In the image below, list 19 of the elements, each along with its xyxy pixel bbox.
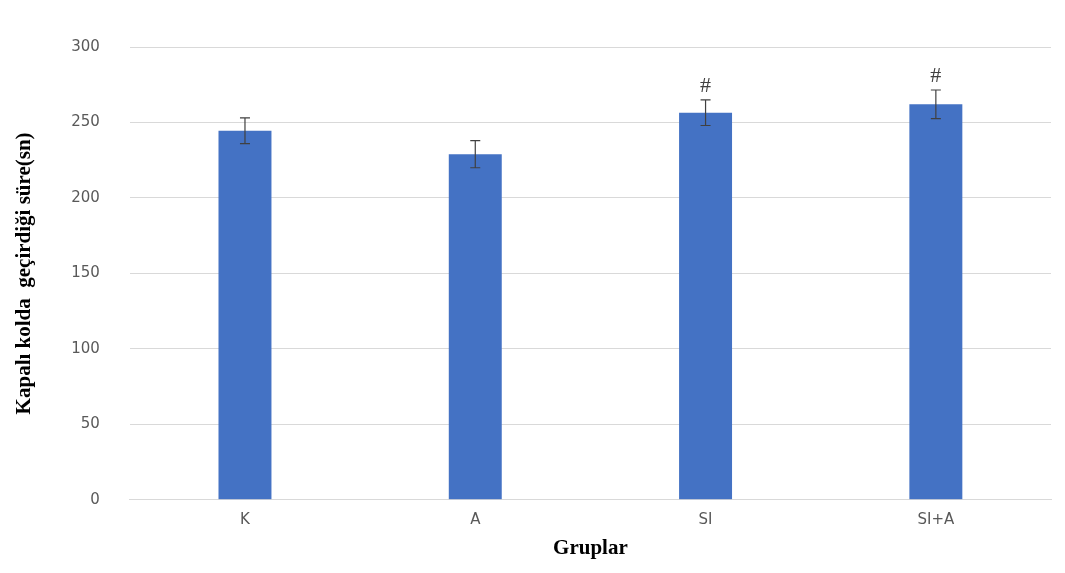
annotation: # (700, 71, 712, 97)
y-tick-label: 0 (90, 489, 100, 508)
bar (679, 112, 733, 500)
x-tick-label: K (240, 509, 252, 528)
y-tick-label: 100 (71, 338, 100, 357)
y-tick-label: 250 (71, 112, 100, 131)
x-tick-label: SI (698, 509, 713, 528)
y-axis-title: Kapalı kolda geçirdiği süre(sn) (11, 132, 36, 415)
bar (448, 154, 502, 500)
x-tick-label: A (470, 509, 482, 528)
x-tick-label: SI+A (917, 509, 955, 528)
x-axis-title: Gruplar (553, 534, 628, 559)
y-tick-label: 50 (80, 414, 100, 433)
bar (218, 130, 272, 500)
y-tick-label: 200 (71, 187, 100, 206)
bar (909, 104, 963, 500)
y-tick-label: 150 (71, 263, 100, 282)
annotation: # (930, 61, 942, 87)
y-tick-label: 300 (71, 36, 100, 55)
